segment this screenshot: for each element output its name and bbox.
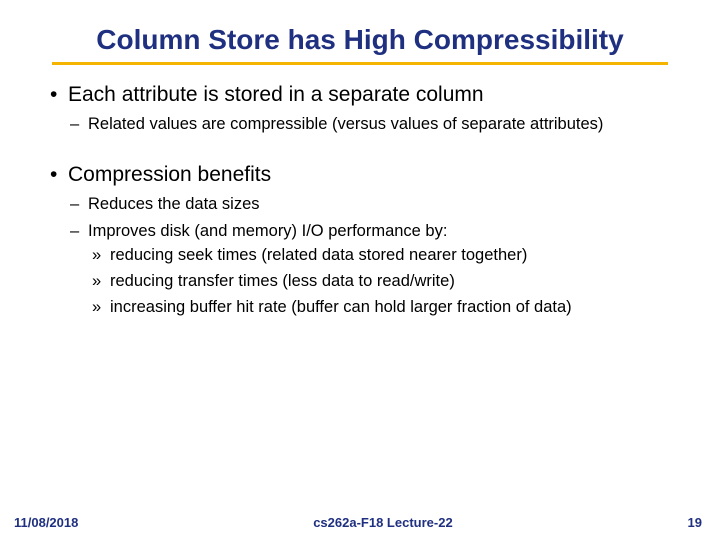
bullet-list: Each attribute is stored in a separate c… xyxy=(46,83,680,135)
bullet-lvl3: reducing seek times (related data stored… xyxy=(88,244,680,266)
bullet-text: Reduces the data sizes xyxy=(88,195,260,213)
slide-title: Column Store has High Compressibility xyxy=(40,24,680,62)
bullet-text: Compression benefits xyxy=(68,163,271,186)
sub-list: Reduces the data sizes Improves disk (an… xyxy=(68,193,680,318)
title-underline xyxy=(52,62,668,65)
bullet-text: reducing transfer times (less data to re… xyxy=(110,272,455,290)
sub-sub-list: reducing seek times (related data stored… xyxy=(88,244,680,319)
bullet-text: increasing buffer hit rate (buffer can h… xyxy=(110,298,572,316)
slide: Column Store has High Compressibility Ea… xyxy=(0,0,720,540)
footer-center: cs262a-F18 Lecture-22 xyxy=(78,515,687,530)
slide-footer: 11/08/2018 cs262a-F18 Lecture-22 19 xyxy=(0,515,720,530)
footer-page-number: 19 xyxy=(688,515,702,530)
bullet-text: Each attribute is stored in a separate c… xyxy=(68,83,484,106)
bullet-list: Compression benefits Reduces the data si… xyxy=(46,163,680,318)
bullet-lvl1: Compression benefits Reduces the data si… xyxy=(46,163,680,318)
spacer xyxy=(46,141,680,163)
bullet-lvl1: Each attribute is stored in a separate c… xyxy=(46,83,680,135)
bullet-lvl2: Reduces the data sizes xyxy=(68,193,680,215)
bullet-lvl3: reducing transfer times (less data to re… xyxy=(88,270,680,292)
bullet-text: Improves disk (and memory) I/O performan… xyxy=(88,222,447,240)
slide-content: Each attribute is stored in a separate c… xyxy=(40,83,680,319)
bullet-text: Related values are compressible (versus … xyxy=(88,115,603,133)
bullet-text: reducing seek times (related data stored… xyxy=(110,246,527,264)
footer-date: 11/08/2018 xyxy=(14,515,78,530)
bullet-lvl2: Improves disk (and memory) I/O performan… xyxy=(68,220,680,319)
bullet-lvl3: increasing buffer hit rate (buffer can h… xyxy=(88,296,680,318)
sub-list: Related values are compressible (versus … xyxy=(68,113,680,135)
bullet-lvl2: Related values are compressible (versus … xyxy=(68,113,680,135)
